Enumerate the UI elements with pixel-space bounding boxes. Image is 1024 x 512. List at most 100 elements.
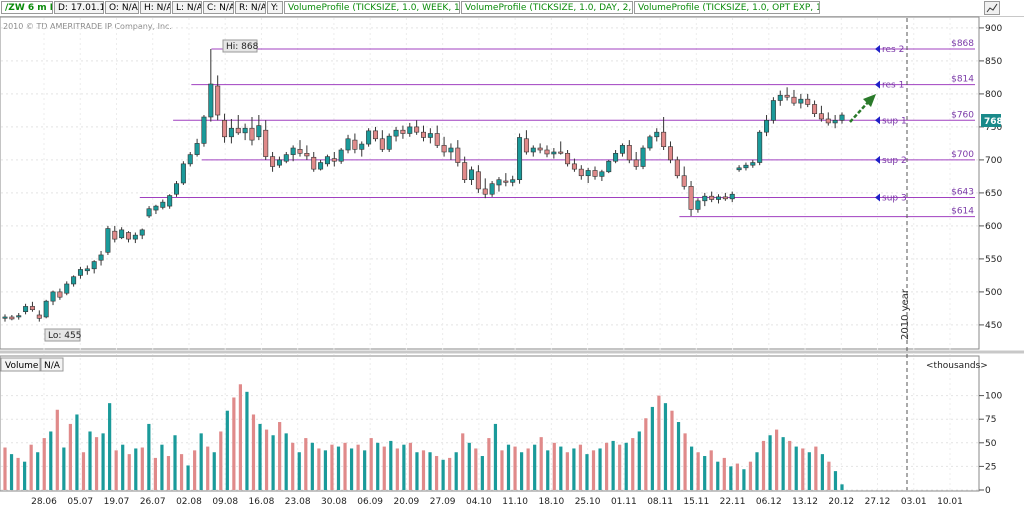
candle	[770, 97, 776, 124]
study-volume-profile-day[interactable]: VolumeProfile (TICKSIZE, 1.0, DAY, 2, No…	[461, 1, 633, 14]
candle	[750, 159, 756, 168]
candle	[228, 118, 234, 144]
volume-bar	[271, 435, 275, 490]
volume-bar	[382, 446, 386, 490]
volume-header: Volume N/A <thousands>	[0, 357, 988, 372]
candle	[619, 143, 625, 157]
price-tick-label: 700	[985, 156, 1002, 166]
volume-bar	[42, 438, 46, 490]
volume-bar	[49, 431, 53, 490]
date-tick-label: 08.11	[647, 497, 673, 507]
volume-bar	[363, 450, 367, 490]
volume-bar	[356, 444, 360, 490]
candle	[722, 192, 728, 201]
volume-bar	[565, 452, 569, 490]
volume-bar	[578, 444, 583, 490]
candle	[180, 161, 186, 185]
volume-bar	[820, 454, 824, 490]
candle	[29, 301, 35, 312]
volume-bar	[232, 397, 236, 490]
volume-bar	[343, 442, 347, 490]
candle	[57, 288, 63, 300]
candle	[393, 126, 399, 142]
volume-bar	[428, 452, 432, 490]
volume-bar	[402, 444, 406, 490]
price-tick-label: 850	[985, 57, 1002, 67]
candle	[290, 145, 296, 162]
level-price-label: $700	[951, 150, 974, 160]
date-tick-label: 09.08	[212, 497, 238, 507]
volume-bar	[434, 456, 439, 490]
date-tick-label: 06.09	[357, 497, 383, 507]
volume-bar	[454, 452, 458, 490]
date-tick-label: 15.11	[683, 497, 709, 507]
candle	[647, 134, 653, 151]
candle	[818, 105, 824, 122]
study-volume-profile-opt-exp[interactable]: VolumeProfile (TICKSIZE, 1.0, OPT EXP, 1…	[634, 1, 820, 14]
candle	[729, 191, 735, 203]
low-label: Lo: 455	[48, 331, 81, 341]
volume-bar	[781, 437, 785, 490]
level-name-label: sup 1	[882, 116, 907, 126]
volume-bar	[317, 448, 321, 490]
candle	[716, 194, 722, 204]
volume-bar	[68, 423, 72, 490]
volume-bar	[703, 456, 707, 490]
price-tick-label: 550	[985, 255, 1002, 265]
candle	[640, 145, 646, 170]
volume-bar	[461, 433, 465, 490]
volume-bar	[147, 423, 151, 490]
copyright-text: 2010 © TD AMERITRADE IP Company, Inc.	[3, 22, 172, 31]
volume-bar	[9, 454, 14, 490]
candle	[674, 156, 680, 179]
study-volume-profile-week[interactable]: VolumeProfile (TICKSIZE, 1.0, WEEK, 1, N…	[284, 1, 460, 14]
volume-bar	[604, 442, 609, 490]
volume-bar	[94, 437, 99, 490]
volume-bar	[696, 452, 700, 490]
chart-settings-icon[interactable]	[984, 1, 1000, 15]
candle	[558, 141, 564, 155]
candle	[249, 117, 255, 146]
volume-bar	[729, 466, 733, 490]
candle	[132, 232, 138, 244]
volume-bar	[251, 414, 256, 490]
volume-bar	[546, 450, 550, 490]
symbol-field[interactable]: /ZW 6 m D	[1, 1, 53, 14]
volume-bar	[349, 448, 354, 490]
volume-bar	[663, 403, 668, 490]
year-marker-label: 2010 year	[900, 288, 911, 340]
candle	[16, 313, 22, 320]
candle	[482, 178, 488, 199]
candle	[36, 310, 42, 322]
volume-bar	[389, 440, 393, 490]
candle	[366, 128, 372, 147]
date-tick-label: 06.12	[756, 497, 782, 507]
price-tick-label: 600	[985, 222, 1002, 232]
candle	[523, 130, 529, 155]
volume-bar	[801, 448, 805, 490]
candle	[544, 145, 550, 158]
date-tick-label: 11.10	[502, 497, 528, 507]
level-name-label: res 1	[882, 81, 904, 91]
candle	[208, 49, 214, 122]
volume-bar	[467, 442, 471, 490]
candle	[805, 93, 811, 108]
date-tick-label: 19.07	[104, 497, 130, 507]
candle	[119, 227, 125, 240]
volume-bar	[493, 423, 498, 490]
open-field: O: N/A	[105, 1, 139, 14]
volume-bar	[827, 461, 831, 490]
date-tick-label: 27.09	[430, 497, 456, 507]
volume-bar	[75, 414, 79, 490]
candle	[2, 314, 8, 322]
volume-bar	[539, 437, 543, 490]
volume-bar	[670, 410, 674, 490]
price-tick-label: 450	[985, 321, 1002, 331]
last-price-value: 768	[984, 117, 1003, 127]
volume-bar	[735, 463, 739, 490]
y-field: Y:	[267, 1, 283, 14]
volume-bar	[310, 442, 314, 490]
candle	[235, 115, 241, 135]
volume-tick-label: 75	[985, 415, 996, 425]
candle	[613, 150, 619, 164]
